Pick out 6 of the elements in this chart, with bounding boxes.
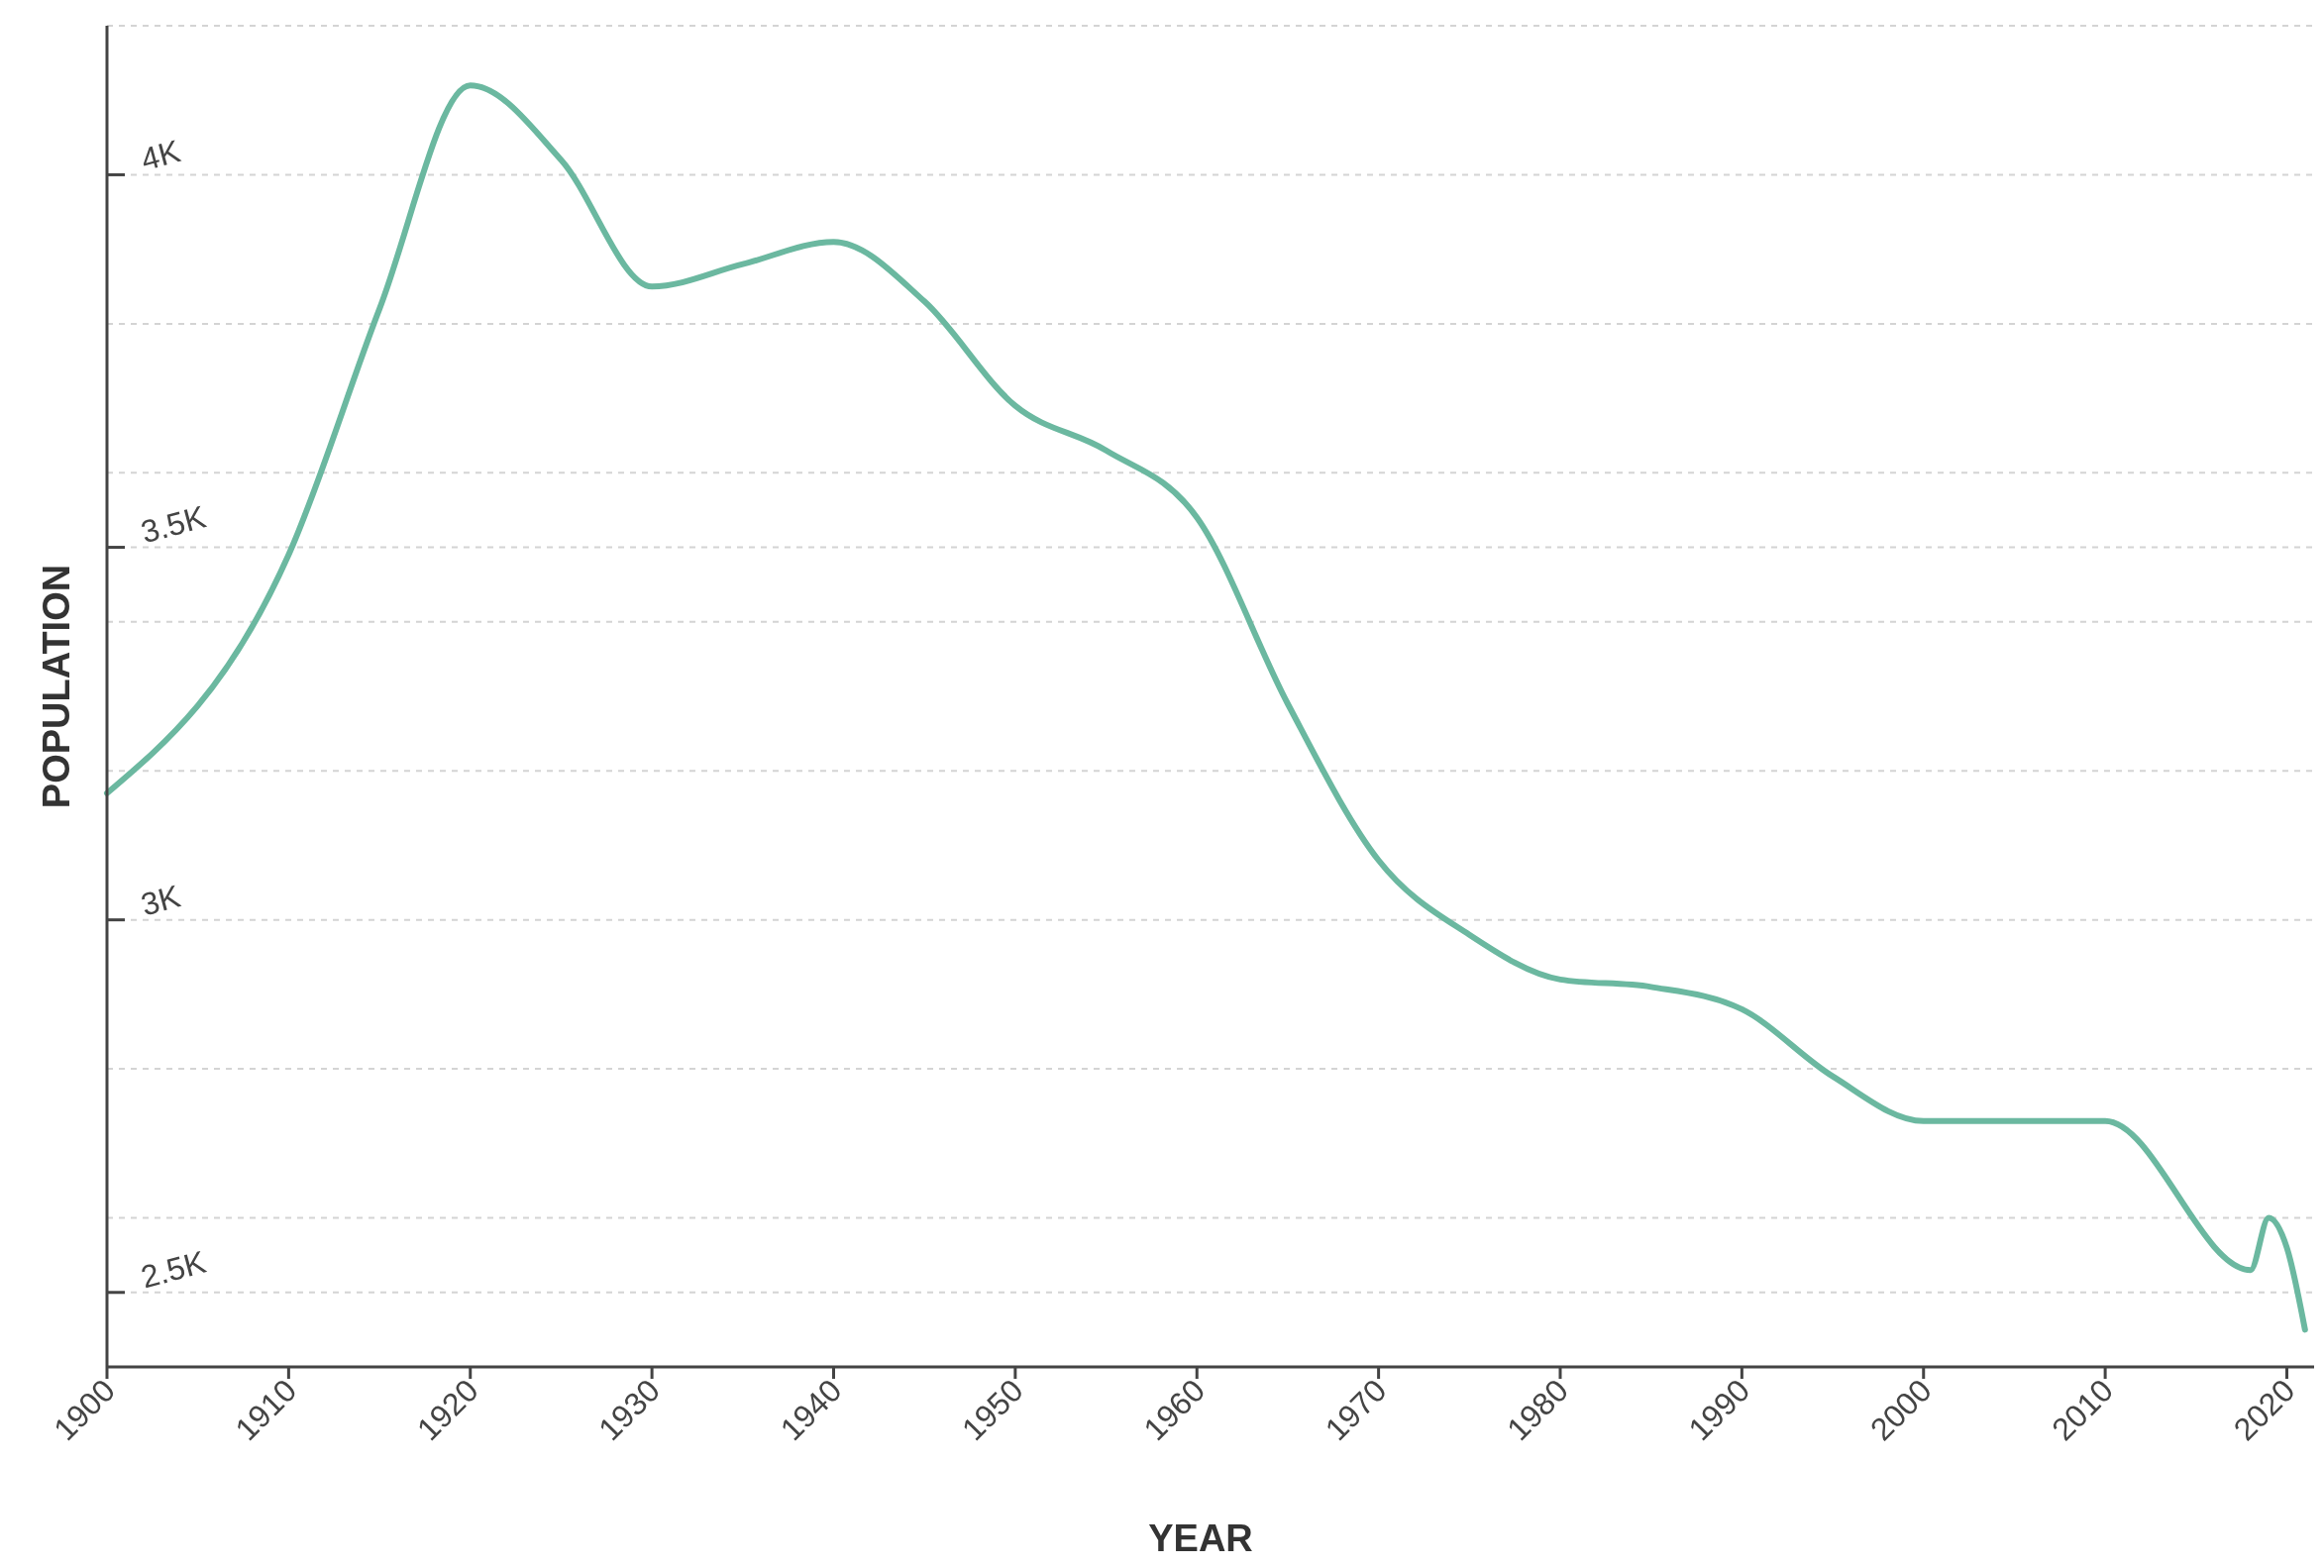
x-axis-title: YEAR [1148, 1517, 1253, 1559]
y-axis-title: POPULATION [36, 564, 77, 809]
y-tick-label: 4K [137, 133, 184, 178]
y-tick-label: 3K [137, 878, 184, 923]
y-tick-label: 2.5K [137, 1243, 210, 1296]
y-tick-label: 3.5K [137, 498, 210, 551]
